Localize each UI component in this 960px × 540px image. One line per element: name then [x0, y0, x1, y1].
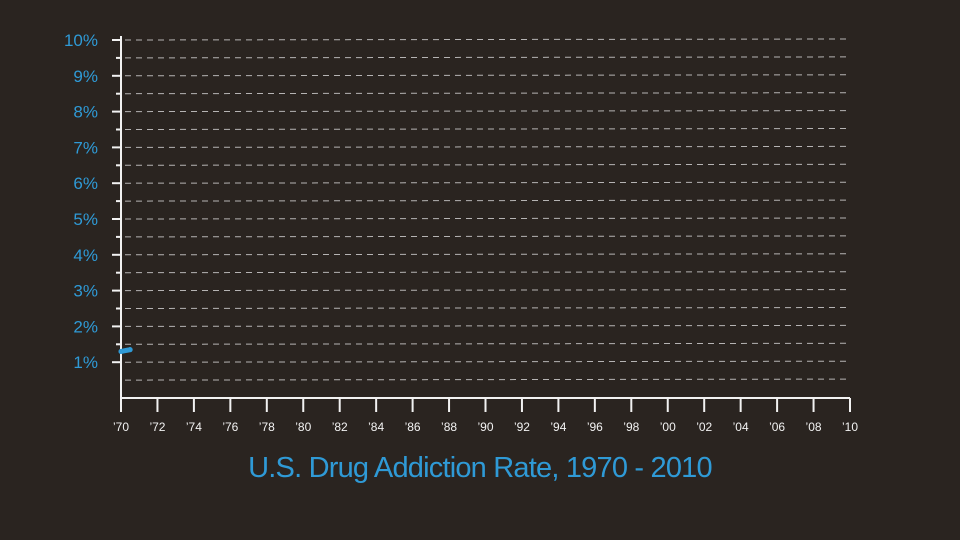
y-tick-label: 1% — [73, 353, 98, 372]
gridline — [124, 342, 847, 345]
data-point — [127, 347, 133, 353]
axes — [120, 36, 850, 399]
y-tick-label: 10% — [64, 31, 98, 50]
gridline — [124, 307, 847, 309]
x-tick-label: ’78 — [259, 420, 275, 434]
series — [118, 347, 133, 354]
x-tick-label: ’96 — [587, 420, 603, 434]
x-tick-label: ’02 — [696, 420, 712, 434]
x-tick-label: ’86 — [405, 420, 421, 434]
gridline — [124, 56, 847, 59]
x-tick-label: ’90 — [477, 420, 493, 434]
gridline — [124, 38, 847, 41]
data-point — [118, 348, 124, 354]
gridline — [124, 74, 847, 77]
x-tick-label: ’10 — [842, 420, 858, 434]
gridline — [124, 324, 847, 327]
y-tick-label: 9% — [73, 67, 98, 86]
x-ticks: ’70 ’72 ’74 ’76 ’78 ’80 ’82 ’84 ’86 ’88 ’90 ’92 ’94 ’… — [113, 398, 858, 434]
x-tick-label: ’84 — [368, 420, 384, 434]
gridline — [124, 181, 847, 184]
x-tick-label: ’98 — [623, 420, 639, 434]
y-ticks: 10% 9% 8% 7% 6% 5% 4% 3% 2% 1% — [64, 31, 121, 372]
y-tick-label: 4% — [73, 246, 98, 265]
x-tick-label: ’74 — [186, 420, 202, 434]
gridline — [124, 145, 847, 148]
gridline — [124, 217, 847, 220]
x-tick-label: ’80 — [295, 420, 311, 434]
x-tick-label: ’72 — [149, 420, 165, 434]
x-tick-label: ’88 — [441, 420, 457, 434]
gridline — [124, 235, 847, 238]
y-tick-label: 2% — [73, 317, 98, 336]
gridline — [124, 199, 847, 202]
gridline — [124, 92, 847, 95]
gridline — [124, 253, 847, 256]
gridline — [124, 360, 847, 363]
gridlines — [124, 38, 847, 381]
gridline — [124, 378, 847, 381]
x-tick-label: ’70 — [113, 420, 129, 434]
gridline — [124, 289, 847, 292]
y-tick-label: 8% — [73, 103, 98, 122]
x-tick-label: ’08 — [806, 420, 822, 434]
gridline — [124, 110, 847, 113]
x-tick-label: ’92 — [514, 420, 530, 434]
y-tick-label: 5% — [73, 210, 98, 229]
gridline — [124, 271, 847, 274]
y-tick-label: 6% — [73, 174, 98, 193]
x-tick-label: ’00 — [660, 420, 676, 434]
x-tick-label: ’76 — [222, 420, 238, 434]
x-tick-label: ’82 — [332, 420, 348, 434]
y-tick-label: 3% — [73, 282, 98, 301]
chart-title: U.S. Drug Addiction Rate, 1970 - 2010 — [248, 452, 713, 484]
x-tick-label: ’04 — [733, 420, 749, 434]
y-tick-label: 7% — [73, 138, 98, 157]
gridline — [124, 128, 847, 130]
gridline — [124, 163, 847, 166]
x-tick-label: ’94 — [550, 420, 566, 434]
x-tick-label: ’06 — [769, 420, 785, 434]
